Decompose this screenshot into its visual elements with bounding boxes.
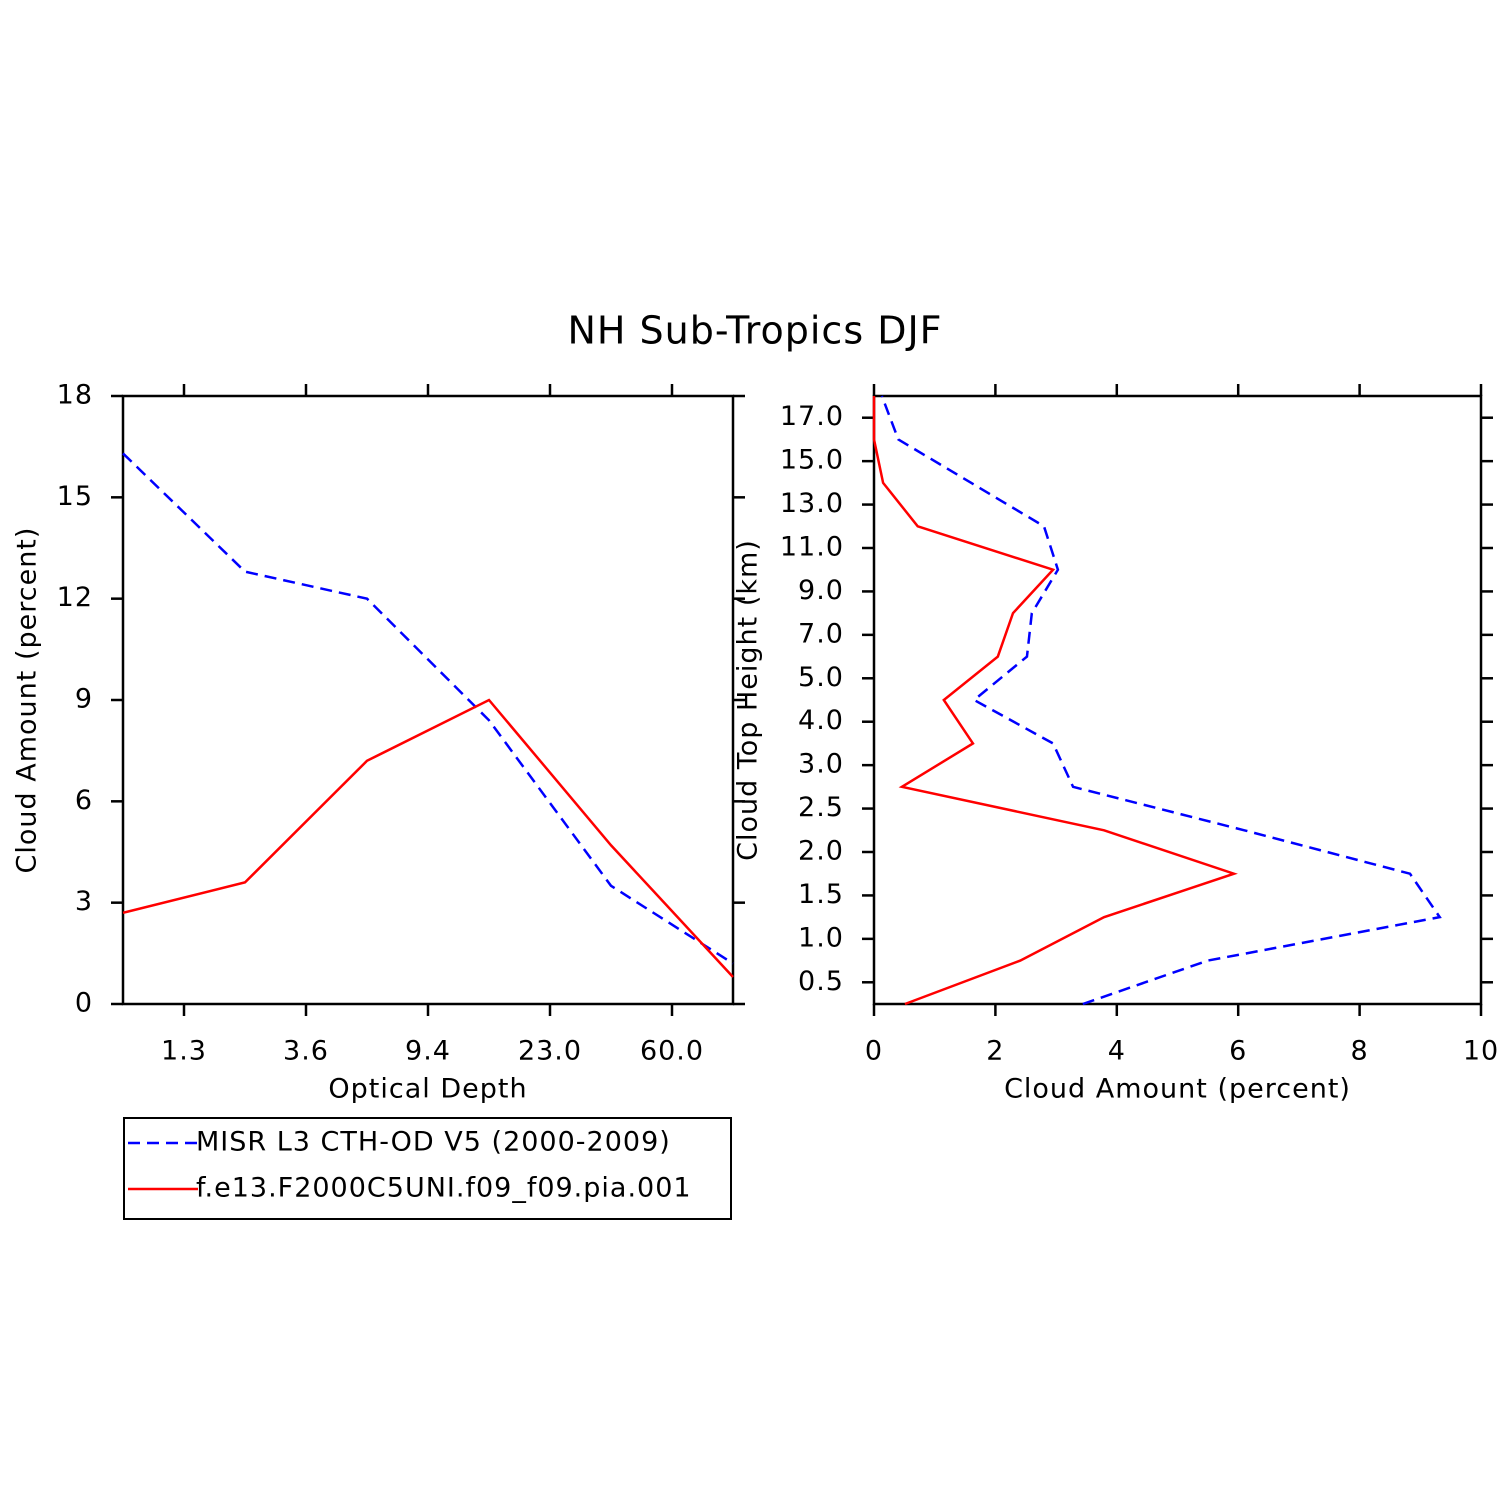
y-tick-label: 7.0 <box>798 618 844 649</box>
y-tick-label: 1.5 <box>798 879 844 910</box>
figure-title: NH Sub-Tropics DJF <box>567 309 942 353</box>
y-tick-label: 15.0 <box>780 445 844 476</box>
y-tick-label: 6 <box>75 785 93 816</box>
y-axis-label: Cloud Top Height (km) <box>733 539 764 861</box>
x-tick-label: 10 <box>1463 1036 1499 1067</box>
y-tick-label: 13.0 <box>780 488 844 519</box>
y-tick-label: 18 <box>57 380 93 411</box>
x-tick-label: 4 <box>1108 1036 1126 1067</box>
x-tick-label: 6 <box>1229 1036 1247 1067</box>
series-line <box>122 698 734 978</box>
y-tick-label: 0.5 <box>798 966 844 997</box>
x-tick-label: 9.4 <box>405 1036 451 1067</box>
x-axis-label: Optical Depth <box>328 1074 527 1105</box>
y-tick-label: 1.0 <box>798 922 844 953</box>
series-line <box>880 395 1442 1006</box>
x-tick-label: 3.6 <box>283 1036 329 1067</box>
legend-label: MISR L3 CTH-OD V5 (2000-2009) <box>196 1127 671 1158</box>
y-tick-label: 3 <box>75 886 93 917</box>
y-tick-label: 9 <box>75 684 93 715</box>
y-tick-label: 11.0 <box>780 532 844 563</box>
y-axis-label: Cloud Amount (percent) <box>12 527 43 874</box>
y-tick-label: 9.0 <box>798 575 844 606</box>
x-tick-label: 8 <box>1351 1036 1369 1067</box>
y-tick-label: 4.0 <box>798 705 844 736</box>
legend-label: f.e13.F2000C5UNI.f09_f09.pia.001 <box>196 1173 692 1204</box>
y-tick-label: 12 <box>57 582 93 613</box>
plot-frame <box>121 394 735 1006</box>
x-tick-label: 60.0 <box>640 1036 704 1067</box>
plot-frame <box>872 394 1483 1006</box>
x-axis-label: Cloud Amount (percent) <box>1004 1074 1351 1105</box>
x-tick-label: 2 <box>986 1036 1004 1067</box>
x-tick-label: 23.0 <box>518 1036 582 1067</box>
legend-box <box>123 1117 732 1220</box>
y-tick-label: 2.5 <box>798 792 844 823</box>
series-line <box>872 396 1238 1006</box>
series-line <box>122 452 734 965</box>
y-tick-label: 3.0 <box>798 749 844 780</box>
y-tick-label: 17.0 <box>780 401 844 432</box>
y-tick-label: 0 <box>75 988 93 1019</box>
y-tick-label: 2.0 <box>798 836 844 867</box>
x-tick-label: 1.3 <box>161 1036 207 1067</box>
y-tick-label: 15 <box>57 481 93 512</box>
x-tick-label: 0 <box>865 1036 883 1067</box>
y-tick-label: 5.0 <box>798 662 844 693</box>
